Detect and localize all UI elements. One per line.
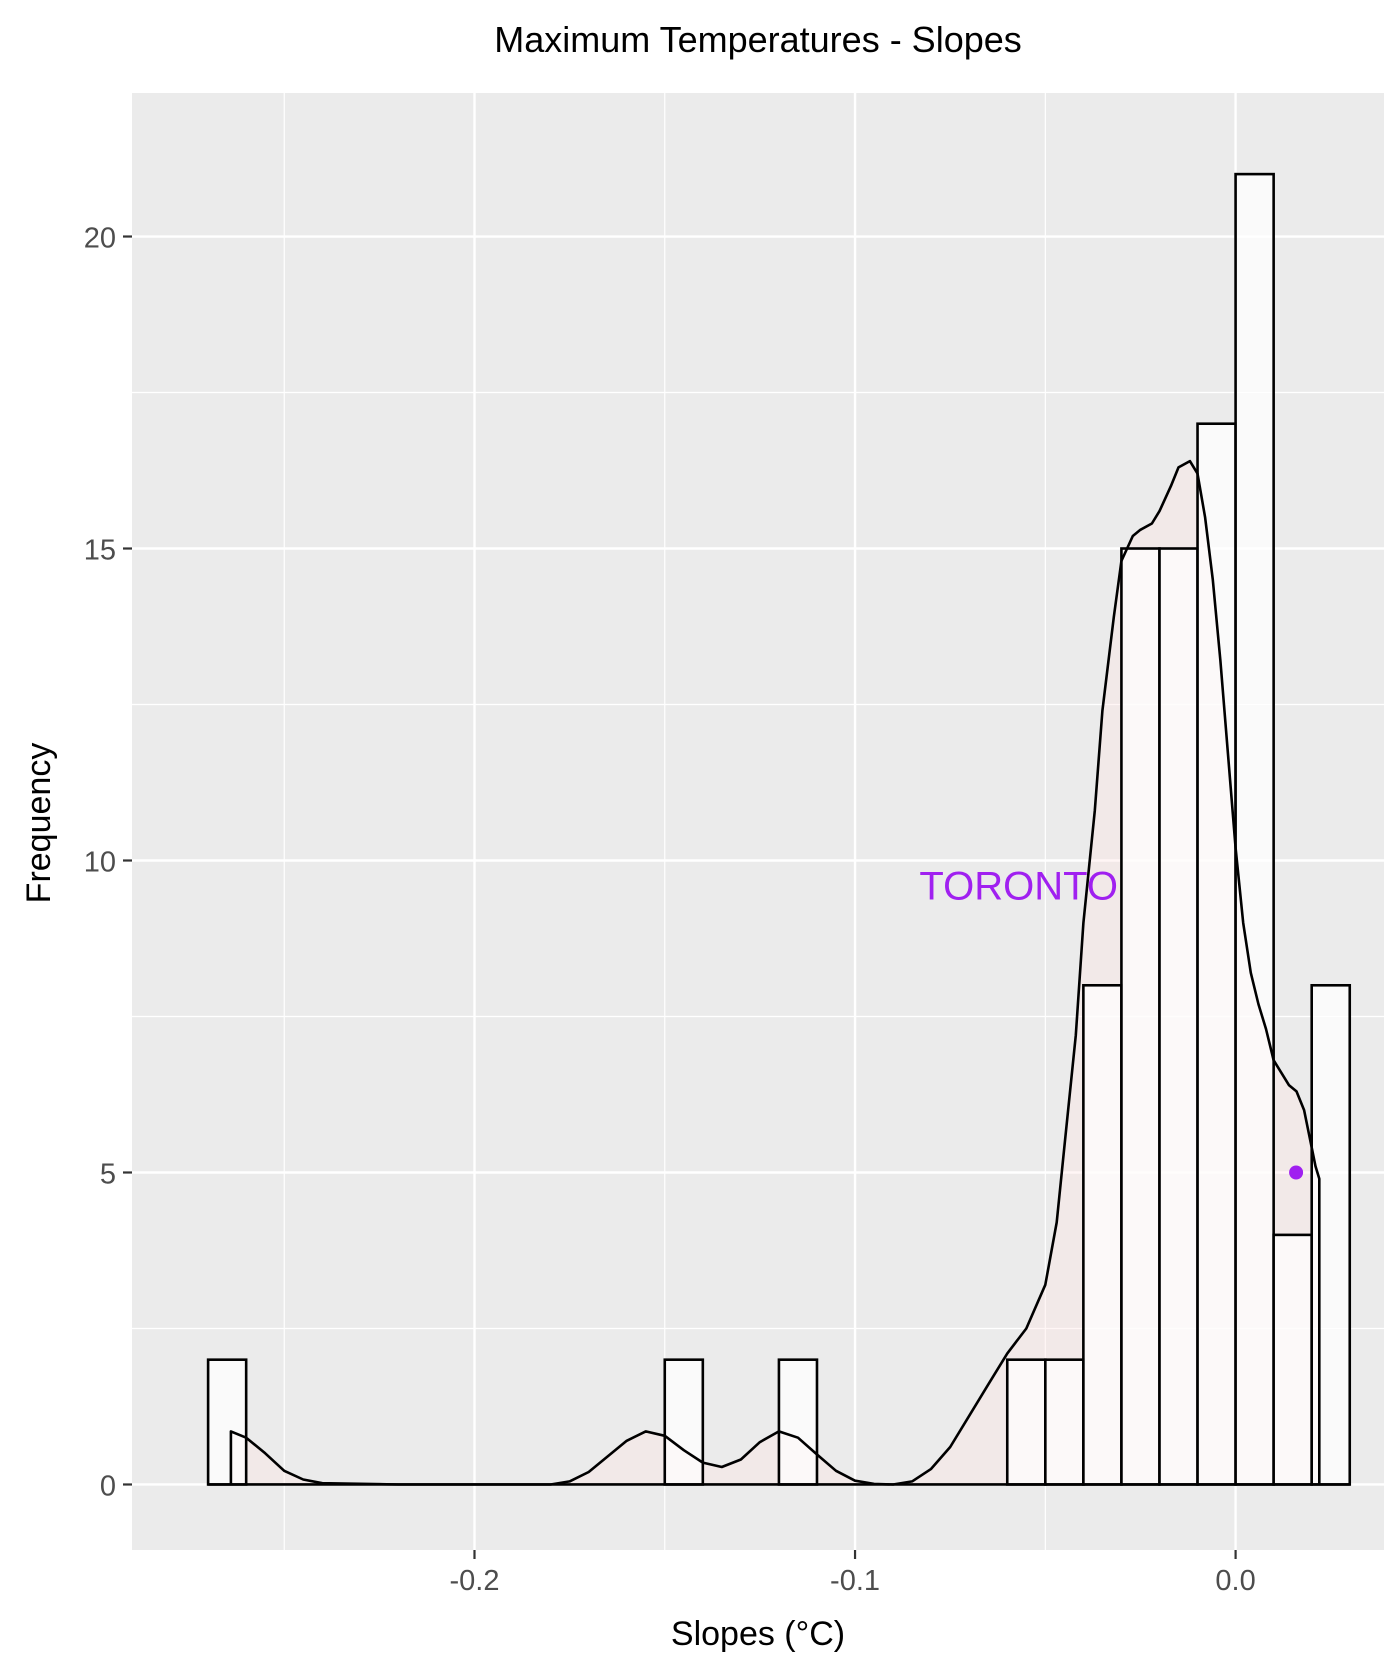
histogram-bar: [1196, 422, 1237, 1486]
histogram-bar: [1158, 547, 1199, 1486]
y-tick-label: 0: [100, 1470, 116, 1502]
toronto-label: TORONTO: [919, 864, 1118, 908]
y-axis: 0 5 10 15 20: [84, 223, 132, 1502]
x-tick-label: -0.2: [450, 1565, 500, 1597]
x-tick-label: -0.1: [830, 1565, 880, 1597]
histogram-bar: [1310, 983, 1352, 1486]
histogram-bar: [1120, 547, 1161, 1486]
histogram-bar: [777, 1358, 819, 1486]
x-axis: -0.2 -0.1 0.0: [450, 1550, 1256, 1597]
y-tick-label: 10: [84, 846, 116, 878]
density-line: [229, 459, 1321, 1486]
histogram-bar: [1272, 1233, 1313, 1486]
histogram-bar: [1044, 1358, 1085, 1486]
annotation-layer: TORONTO: [919, 864, 1304, 1180]
toronto-point: [1289, 1165, 1304, 1180]
x-axis-title: Slopes (°C): [671, 1615, 845, 1653]
y-tick-label: 15: [84, 535, 116, 567]
y-tick-label: 20: [84, 223, 116, 255]
histogram-bar: [1234, 172, 1275, 1486]
histogram-bars: [206, 172, 1352, 1486]
histogram-bar: [1005, 1358, 1047, 1486]
histogram-bar: [1082, 983, 1123, 1486]
y-tick-label: 5: [100, 1158, 116, 1190]
chart-title: Maximum Temperatures - Slopes: [494, 19, 1022, 60]
density-curve-line: [229, 459, 1321, 1486]
histogram-bar: [206, 1358, 248, 1486]
y-axis-title: Frequency: [20, 743, 58, 904]
histogram-bar: [663, 1358, 705, 1486]
x-tick-label: 0.0: [1215, 1565, 1255, 1597]
